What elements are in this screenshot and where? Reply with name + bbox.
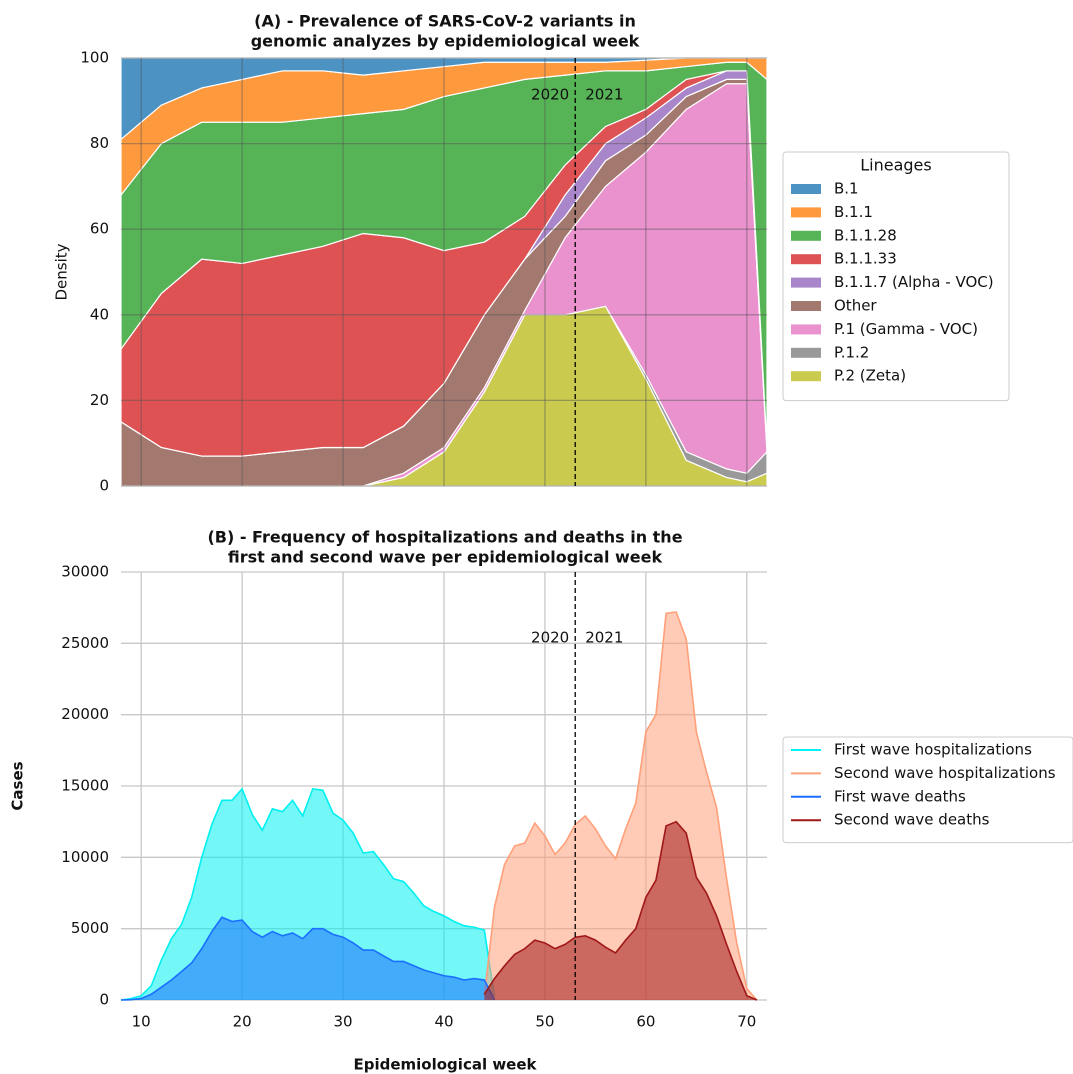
y-tick-label: 25000 <box>61 634 109 652</box>
y-tick-label: 15000 <box>61 777 109 795</box>
line <box>120 916 496 1001</box>
area <box>121 917 495 1000</box>
legend-swatch <box>791 254 821 265</box>
y-tick-label: 10000 <box>61 848 109 866</box>
x-tick-label: 50 <box>535 1013 554 1031</box>
annotation: 2020 <box>531 629 569 647</box>
legend-label: P.2 (Zeta) <box>834 367 906 385</box>
x-axis-label: Epidemiological week <box>354 1056 538 1074</box>
legend-swatch <box>791 184 821 194</box>
y-tick-label: 20 <box>90 391 109 409</box>
line <box>483 820 758 1001</box>
y-tick-label: 100 <box>80 49 109 67</box>
x-tick-label: 30 <box>334 1013 353 1031</box>
y-tick-label: 80 <box>90 134 109 152</box>
line <box>120 787 496 1001</box>
chart-title: genomic analyzes by epidemiological week <box>251 32 640 51</box>
legend-swatch <box>791 230 821 241</box>
chart-title: (B) - Frequency of hospitalizations and … <box>207 528 682 547</box>
legend-box <box>782 736 1073 844</box>
y-tick-label: 5000 <box>71 919 109 937</box>
legend-box <box>782 151 1010 402</box>
annotation: 2020 <box>531 86 569 104</box>
legend-swatch <box>791 207 821 218</box>
legend-swatch <box>791 301 821 311</box>
chart-title: (A) - Prevalence of SARS-CoV-2 variants … <box>254 12 636 31</box>
legend-label: Second wave hospitalizations <box>834 764 1056 782</box>
legend-title: Lineages <box>860 156 931 175</box>
x-tick-label: 70 <box>737 1013 756 1031</box>
legend-label: Second wave deaths <box>834 811 990 829</box>
legend-label: B.1.1.7 (Alpha - VOC) <box>834 273 994 291</box>
x-tick-label: 60 <box>636 1013 655 1031</box>
annotation: 2021 <box>585 86 623 104</box>
legend-label: Other <box>834 297 877 315</box>
legend-label: P.1.2 <box>834 343 869 361</box>
y-tick-label: 0 <box>99 477 109 495</box>
x-tick-label: 10 <box>132 1013 151 1031</box>
legend-label: P.1 (Gamma - VOC) <box>834 320 978 338</box>
legend-label: First wave deaths <box>834 787 966 805</box>
legend-swatch <box>791 324 821 335</box>
legend-label: B.1 <box>834 180 859 198</box>
y-tick-label: 30000 <box>61 563 109 581</box>
legend-label: B.1.1.33 <box>834 250 897 268</box>
area <box>120 57 767 141</box>
legend-label: First wave hospitalizations <box>834 741 1032 759</box>
legend-swatch <box>791 347 821 358</box>
area <box>484 821 757 1000</box>
y-tick-label: 40 <box>90 305 109 323</box>
y-tick-label: 20000 <box>61 705 109 723</box>
legend-swatch <box>791 277 821 288</box>
y-tick-label: 60 <box>90 220 109 238</box>
chart-title: first and second wave per epidemiologica… <box>228 548 663 567</box>
y-axis-label: Density <box>53 243 71 300</box>
legend-swatch <box>791 371 821 382</box>
legend-label: B.1.1 <box>834 203 873 221</box>
x-tick-label: 20 <box>233 1013 252 1031</box>
x-tick-label: 40 <box>434 1013 453 1031</box>
y-axis-label: Cases <box>9 761 27 810</box>
y-tick-label: 0 <box>99 991 109 1009</box>
legend-label: B.1.1.28 <box>834 226 897 244</box>
annotation: 2021 <box>585 629 623 647</box>
line <box>483 611 758 1001</box>
